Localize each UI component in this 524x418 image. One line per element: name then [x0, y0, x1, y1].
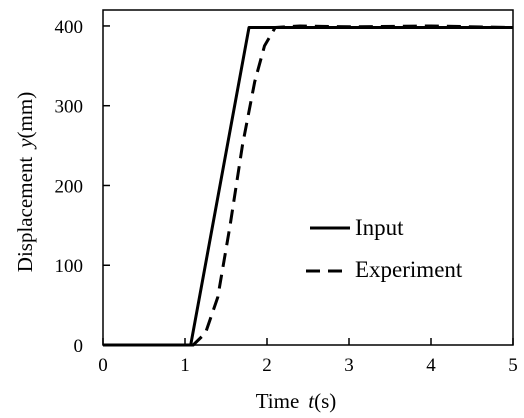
x-tick-label: 0: [98, 355, 108, 376]
y-axis-label: Displacement y(mm): [13, 92, 37, 272]
legend-label-input: Input: [355, 215, 404, 240]
y-axis-label-symbol: y: [13, 138, 37, 150]
x-axis-label-unit: (s): [314, 389, 336, 413]
x-axis-label-text: Time: [256, 389, 300, 413]
legend: Input Experiment: [306, 215, 463, 282]
legend-label-experiment: Experiment: [355, 257, 463, 282]
series-line-experiment: [103, 24, 514, 347]
x-tick-label: 3: [344, 355, 354, 376]
x-axis-label-symbol: t: [308, 389, 315, 413]
y-tick-label: 0: [74, 336, 84, 357]
x-tick-label: 1: [180, 355, 190, 376]
x-axis-label: Time t(s): [256, 389, 337, 413]
plot-frame: [102, 9, 514, 346]
y-tick-label: 200: [55, 176, 84, 197]
x-tick-label: 2: [262, 355, 272, 376]
y-axis-label-unit: (mm): [13, 92, 37, 139]
x-tick-label: 5: [508, 355, 518, 376]
y-tick-label: 300: [55, 97, 84, 118]
y-tick-label: 400: [55, 17, 84, 38]
x-tick-label: 4: [426, 355, 436, 376]
y-axis-label-text: Displacement: [13, 157, 37, 273]
series-line-input: [103, 26, 513, 347]
y-tick-label: 100: [55, 256, 84, 277]
